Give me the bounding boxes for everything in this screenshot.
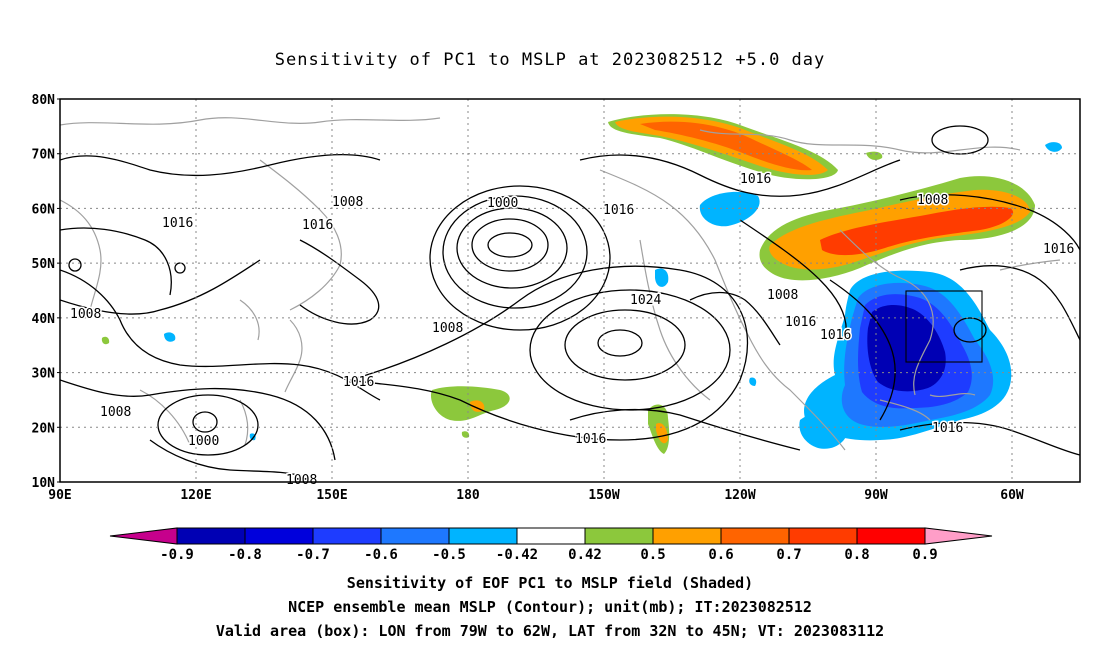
latitude-label: 30N: [32, 367, 56, 382]
colorbar-label: 0.8: [844, 547, 869, 563]
contour-label: 1008: [332, 195, 363, 210]
positive-anomaly-small-3: [461, 431, 470, 438]
contour-label: 1008: [917, 193, 948, 208]
contour-labels: 1008 1016 1008 1016 1000 1016 1008 1024 …: [69, 171, 1076, 490]
colorbar-right-arrow: [924, 527, 993, 545]
gridlines: [60, 99, 1080, 482]
colorbar-label: 0.5: [640, 547, 665, 563]
colorbar-label: -0.8: [228, 547, 262, 563]
contour-label: 1016: [820, 328, 851, 343]
latitude-label: 60N: [32, 202, 56, 217]
colorbar-swatch: [584, 527, 654, 545]
negative-anomaly-small-1: [1045, 142, 1062, 152]
longitude-label: 150E: [316, 488, 347, 503]
latitude-label: 70N: [32, 148, 56, 163]
contour-label: 1016: [575, 432, 606, 447]
longitude-label: 90W: [864, 488, 888, 503]
colorbar-swatch: [652, 527, 722, 545]
colorbar-label: -0.7: [296, 547, 330, 563]
positive-anomaly-alaska-peak: [640, 121, 812, 171]
mslp-contours: [60, 125, 1080, 479]
colorbar-swatch: [176, 527, 246, 545]
longitude-label: 90E: [48, 488, 71, 503]
colorbar-label: 0.7: [776, 547, 801, 563]
colorbar-swatch: [516, 527, 586, 545]
negative-anomaly-small-2: [655, 268, 669, 287]
caption-line-1: Sensitivity of EOF PC1 to MSLP field (Sh…: [346, 574, 754, 592]
contour-label: 1016: [1043, 242, 1074, 257]
colorbar-swatch: [788, 527, 858, 545]
latitude-labels: 80N 70N 60N 50N 40N 30N 20N 10N: [32, 93, 60, 491]
colorbar-swatch: [380, 527, 450, 545]
positive-anomaly-small-1: [101, 336, 110, 345]
colorbar-label: -0.5: [432, 547, 466, 563]
negative-anomaly-small-4: [249, 433, 256, 441]
contour-label: 1016: [603, 203, 634, 218]
latitude-label: 80N: [32, 93, 56, 108]
negative-anomaly-small-3: [164, 332, 176, 342]
colorbar-swatch: [312, 527, 382, 545]
contour-label: 1000: [188, 434, 219, 449]
colorbar-label: -0.42: [496, 547, 538, 563]
longitude-label: 120W: [724, 488, 755, 503]
colorbar-label: -0.9: [160, 547, 194, 563]
colorbar-swatch: [244, 527, 314, 545]
plot-frame: [59, 98, 1081, 483]
figure-title: Sensitivity of PC1 to MSLP at 2023082512…: [274, 50, 826, 70]
contour-label: 1016: [162, 216, 193, 231]
colorbar-label: 0.6: [708, 547, 733, 563]
contour-label: 1024: [630, 293, 661, 308]
positive-anomaly-mexico-core: [656, 422, 668, 444]
contour-label: 1016: [343, 375, 374, 390]
colorbar-label: 0.42: [568, 547, 602, 563]
positive-anomaly-canada-core: [820, 206, 1014, 256]
colorbar-swatch: [720, 527, 790, 545]
latitude-label: 40N: [32, 312, 56, 327]
contour-label: 1016: [932, 421, 963, 436]
colorbar-swatch: [448, 527, 518, 545]
longitude-label: 120E: [180, 488, 211, 503]
valid-area-box: [905, 290, 983, 363]
coastlines: [60, 117, 1061, 451]
contour-label: 1008: [70, 307, 101, 322]
contour-label: 1016: [740, 172, 771, 187]
caption-line-3: Valid area (box): LON from 79W to 62W, L…: [215, 622, 885, 640]
contour-label: 1008: [286, 473, 317, 488]
contour-label: 1008: [100, 405, 131, 420]
contour-label: 1016: [785, 315, 816, 330]
colorbar-label: -0.6: [364, 547, 398, 563]
contour-label: 1008: [432, 321, 463, 336]
latitude-label: 20N: [32, 421, 56, 436]
caption-line-2: NCEP ensemble mean MSLP (Contour); unit(…: [288, 598, 812, 616]
contour-label: 1008: [767, 288, 798, 303]
longitude-label: 180: [456, 488, 480, 503]
contour-label: 1016: [302, 218, 333, 233]
longitude-label: 150W: [588, 488, 619, 503]
colorbar: -0.9 -0.8 -0.7 -0.6 -0.5 -0.42 0.42 0.5 0.6 0.7 0.…: [109, 527, 993, 563]
longitude-labels: 90E 120E 150E 180 150W 120W 90W 60W: [48, 488, 1024, 503]
colorbar-label: 0.9: [912, 547, 937, 563]
contour-label: 1000: [487, 196, 518, 211]
colorbar-swatch: [856, 527, 926, 545]
colorbar-left-arrow: [109, 527, 178, 545]
latitude-label: 10N: [32, 476, 56, 491]
sensitivity-shading: [101, 114, 1062, 454]
longitude-label: 60W: [1000, 488, 1024, 503]
negative-anomaly-small-5: [749, 377, 757, 386]
negative-anomaly-alaska: [699, 191, 760, 227]
latitude-label: 50N: [32, 257, 56, 272]
